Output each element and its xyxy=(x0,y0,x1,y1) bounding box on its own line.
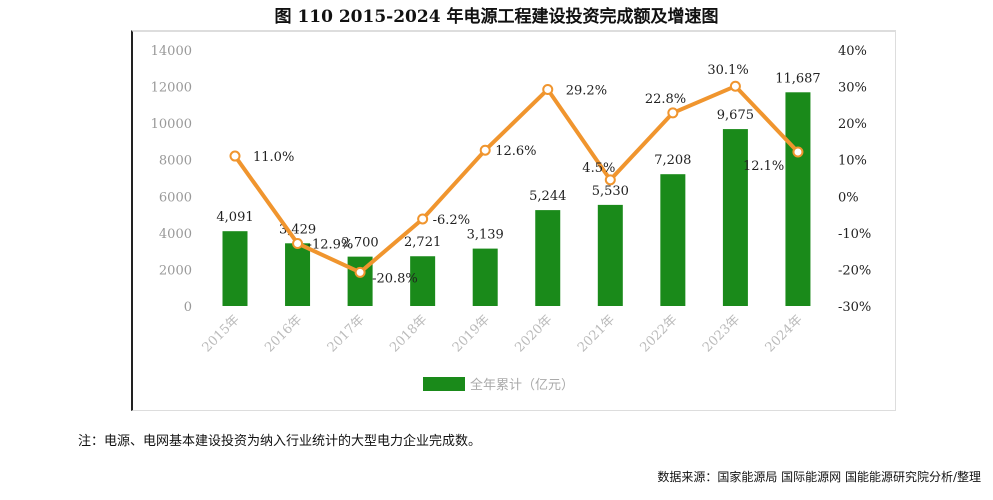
growth-point xyxy=(729,80,741,92)
x-tick: 2022年 xyxy=(637,312,680,355)
note: 注：电源、电网基本建设投资为纳入行业统计的大型电力企业完成数。 xyxy=(78,434,482,449)
growth-label: 30.1% xyxy=(707,63,748,78)
bar xyxy=(285,243,311,306)
growth-label: 4.5% xyxy=(582,161,615,176)
y-left-tick: 10000 xyxy=(151,117,192,132)
x-tick: 2021年 xyxy=(575,312,618,355)
chart-frame xyxy=(131,30,896,411)
y-right-tick: 20% xyxy=(838,117,867,132)
growth-point xyxy=(542,83,554,95)
growth-line xyxy=(233,84,800,275)
x-tick: 2017年 xyxy=(325,312,368,355)
x-tick: 2020年 xyxy=(512,312,555,355)
x-tick: 2024年 xyxy=(763,312,806,355)
bar xyxy=(535,210,561,306)
bar-label: 2,721 xyxy=(404,235,441,250)
y-left-tick: 8000 xyxy=(159,154,192,169)
growth-label: 12.6% xyxy=(495,144,536,159)
growth-point xyxy=(604,174,616,186)
x-tick: 2016年 xyxy=(262,312,305,355)
bar-label: 9,675 xyxy=(717,108,754,123)
bar-label: 11,687 xyxy=(775,71,821,86)
growth-point xyxy=(292,237,304,249)
bar-label: 5,244 xyxy=(529,189,566,204)
bar xyxy=(660,174,686,306)
growth-point xyxy=(354,266,366,278)
y-right-tick: 10% xyxy=(838,154,867,169)
growth-label: 29.2% xyxy=(566,83,607,98)
y-left-tick: 12000 xyxy=(151,81,192,96)
y-left-tick: 4000 xyxy=(159,227,192,242)
growth-label: 12.1% xyxy=(743,159,784,174)
bar-label: 3,139 xyxy=(467,228,504,243)
bar xyxy=(222,231,248,306)
y-left-tick: 14000 xyxy=(151,44,192,59)
legend-label: 全年累计（亿元） xyxy=(470,377,574,393)
bar-label: 2,700 xyxy=(341,236,378,251)
chart-title: 图 110 2015-2024 年电源工程建设投资完成额及增速图 xyxy=(274,7,719,27)
growth-point xyxy=(667,107,679,119)
y-left-tick: 2000 xyxy=(159,263,192,278)
bar xyxy=(597,204,623,306)
growth-label: -20.8% xyxy=(372,271,418,286)
y-left-tick: 0 xyxy=(184,300,192,315)
growth-label: 22.8% xyxy=(645,92,686,107)
bar xyxy=(785,92,811,306)
growth-point xyxy=(229,150,241,162)
growth-label: -6.2% xyxy=(433,213,470,228)
x-tick: 2023年 xyxy=(700,312,743,355)
bar-label: 5,530 xyxy=(592,184,629,199)
x-tick: 2015年 xyxy=(200,312,243,355)
x-tick: 2018年 xyxy=(387,312,430,355)
y-left-tick: 6000 xyxy=(159,190,192,205)
growth-point xyxy=(792,146,804,158)
bar xyxy=(472,248,498,306)
bar-label: 7,208 xyxy=(654,153,691,168)
growth-point xyxy=(417,213,429,225)
x-tick: 2019年 xyxy=(450,312,493,355)
growth-point xyxy=(479,144,491,156)
growth-label: 11.0% xyxy=(253,150,294,165)
y-right-tick: 30% xyxy=(838,81,867,96)
legend-swatch xyxy=(423,377,465,391)
bar xyxy=(410,256,436,306)
growth-label: -12.9% xyxy=(308,237,354,252)
y-right-tick: 40% xyxy=(838,44,867,59)
source: 数据来源：国家能源局 国际能源网 国能能源研究院分析/整理 xyxy=(657,470,981,484)
y-right-tick: 0% xyxy=(838,190,859,205)
y-right-tick: -30% xyxy=(838,300,871,315)
bar-label: 4,091 xyxy=(216,210,253,225)
y-right-tick: -20% xyxy=(838,263,871,278)
bar xyxy=(722,129,748,306)
y-right-tick: -10% xyxy=(838,227,871,242)
